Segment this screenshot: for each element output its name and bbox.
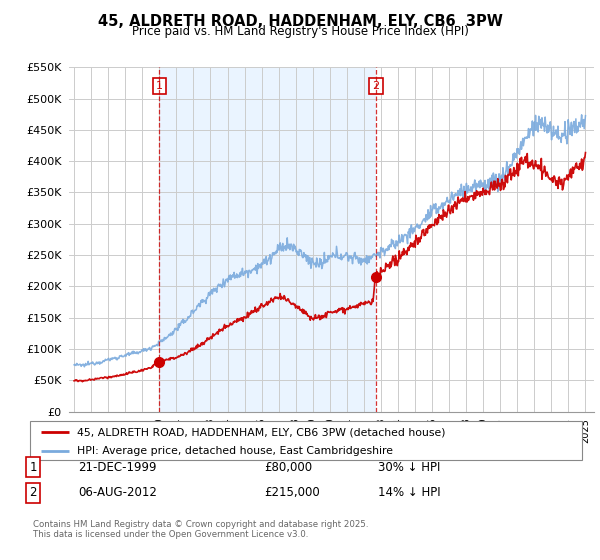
Bar xyxy=(160,67,376,412)
Text: 2: 2 xyxy=(372,81,379,91)
Text: £215,000: £215,000 xyxy=(264,486,320,500)
Text: HPI: Average price, detached house, East Cambridgeshire: HPI: Average price, detached house, East… xyxy=(77,446,393,455)
Text: 1: 1 xyxy=(156,81,163,91)
Text: £80,000: £80,000 xyxy=(264,460,312,474)
Text: 30% ↓ HPI: 30% ↓ HPI xyxy=(378,460,440,474)
Text: 45, ALDRETH ROAD, HADDENHAM, ELY, CB6 3PW (detached house): 45, ALDRETH ROAD, HADDENHAM, ELY, CB6 3P… xyxy=(77,427,445,437)
Text: 06-AUG-2012: 06-AUG-2012 xyxy=(78,486,157,500)
Text: Contains HM Land Registry data © Crown copyright and database right 2025.
This d: Contains HM Land Registry data © Crown c… xyxy=(33,520,368,539)
Text: Price paid vs. HM Land Registry's House Price Index (HPI): Price paid vs. HM Land Registry's House … xyxy=(131,25,469,38)
Text: 14% ↓ HPI: 14% ↓ HPI xyxy=(378,486,440,500)
FancyBboxPatch shape xyxy=(30,421,582,460)
Text: 1: 1 xyxy=(29,460,37,474)
Text: 21-DEC-1999: 21-DEC-1999 xyxy=(78,460,157,474)
Text: 2: 2 xyxy=(29,486,37,500)
Text: 45, ALDRETH ROAD, HADDENHAM, ELY, CB6  3PW: 45, ALDRETH ROAD, HADDENHAM, ELY, CB6 3P… xyxy=(98,14,502,29)
